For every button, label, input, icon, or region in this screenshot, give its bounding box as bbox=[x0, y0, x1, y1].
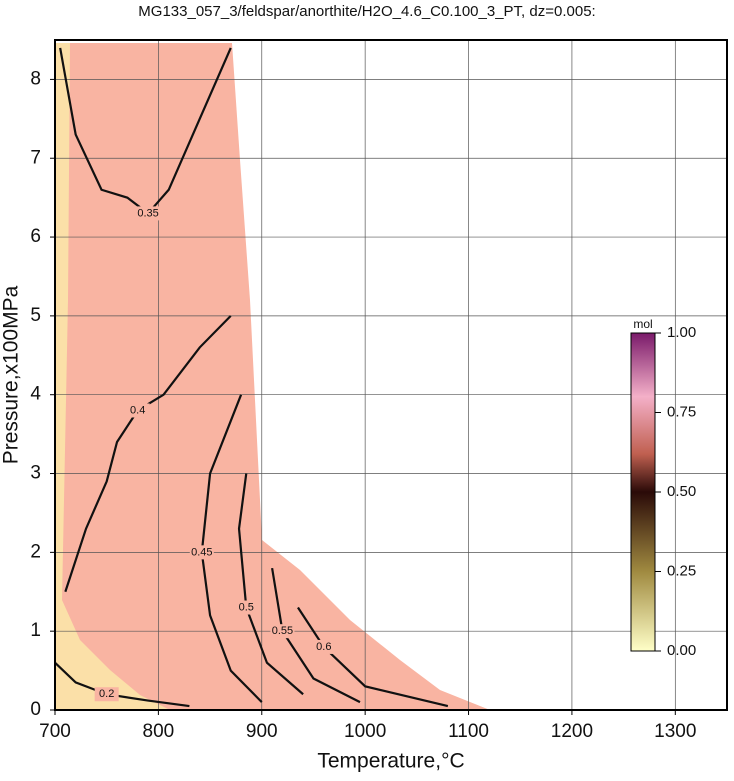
contour-line bbox=[59, 47, 232, 215]
y-tick-label: 7 bbox=[30, 147, 41, 168]
contour-line bbox=[200, 394, 263, 703]
y-axis-label: Pressure,x100MPa bbox=[0, 285, 23, 464]
contour-line bbox=[64, 315, 232, 593]
colorbar-tick-label: 0.75 bbox=[667, 403, 696, 420]
y-tick-label: 2 bbox=[30, 541, 41, 562]
x-axis-label: Temperature,°C bbox=[317, 750, 464, 773]
low-region bbox=[55, 43, 170, 710]
contour-label-bg bbox=[125, 403, 150, 418]
contour-label-bg bbox=[136, 206, 161, 221]
colorbar-tick-label: 1.00 bbox=[667, 324, 696, 341]
contour-label: 0.55 bbox=[272, 625, 293, 637]
contour-label: 0.45 bbox=[191, 546, 212, 558]
colorbar-tick-label: 0.00 bbox=[667, 642, 696, 659]
contour-label-bg bbox=[189, 545, 214, 560]
contour-label-bg bbox=[94, 687, 119, 702]
contour-label: 0.35 bbox=[137, 207, 158, 219]
colorbar bbox=[630, 332, 656, 652]
contour-label-bg bbox=[270, 624, 295, 639]
contour-label-bg bbox=[311, 639, 336, 654]
x-tick-label: 900 bbox=[246, 721, 278, 742]
y-tick-label: 5 bbox=[30, 305, 41, 326]
y-tick-label: 1 bbox=[30, 620, 41, 641]
colorbar-label: mol bbox=[633, 317, 652, 331]
contour-label: 0.2 bbox=[99, 688, 114, 700]
y-tick-label: 0 bbox=[30, 699, 41, 720]
y-tick-label: 4 bbox=[30, 384, 41, 405]
contour-label-bg bbox=[234, 600, 259, 615]
contour-label: 0.6 bbox=[316, 641, 331, 653]
y-tick-label: 6 bbox=[30, 226, 41, 247]
x-tick-label: 1300 bbox=[654, 721, 696, 742]
x-tick-label: 700 bbox=[39, 721, 71, 742]
x-tick-label: 800 bbox=[143, 721, 175, 742]
colorbar-tick-label: 0.50 bbox=[667, 483, 696, 500]
chart-title: MG133_057_3/feldspar/anorthite/H2O_4.6_C… bbox=[138, 3, 595, 20]
contour-line bbox=[271, 567, 361, 704]
x-tick-label: 1000 bbox=[344, 721, 386, 742]
contour-line bbox=[297, 606, 449, 708]
plot-frame bbox=[54, 39, 728, 711]
contour-label: 0.5 bbox=[239, 601, 254, 613]
x-tick-label: 1100 bbox=[448, 721, 489, 742]
filled-region bbox=[55, 43, 490, 710]
x-tick-label: 1200 bbox=[551, 721, 593, 742]
y-tick-label: 8 bbox=[30, 68, 41, 89]
contour-label: 0.4 bbox=[130, 404, 145, 416]
y-tick-label: 3 bbox=[30, 463, 41, 484]
colorbar-tick-label: 0.25 bbox=[667, 562, 696, 579]
